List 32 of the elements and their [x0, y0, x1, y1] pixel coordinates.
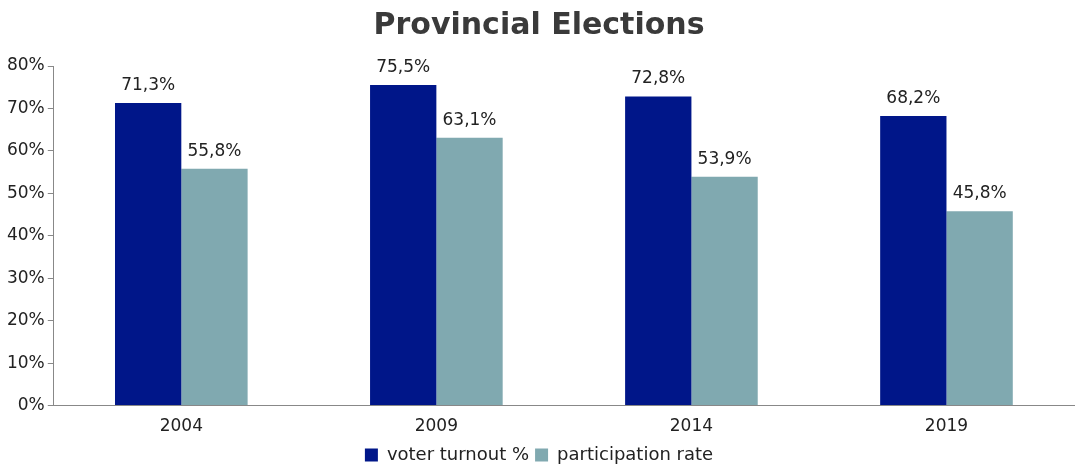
legend-label: participation rate	[557, 442, 714, 464]
y-tick-label: 60%	[6, 139, 45, 160]
data-label: 72,8%	[631, 67, 686, 88]
bar	[625, 96, 692, 406]
bar	[436, 137, 503, 406]
data-label: 71,3%	[121, 73, 176, 94]
bar	[181, 168, 248, 406]
y-tick-label: 80%	[6, 54, 45, 75]
data-label: 45,8%	[952, 182, 1007, 203]
data-label: 63,1%	[442, 108, 497, 129]
y-tick-label: 20%	[6, 309, 45, 330]
y-tick-label: 0%	[17, 394, 45, 415]
x-tick-label: 2014	[669, 415, 714, 436]
y-tick-label: 70%	[6, 96, 45, 117]
x-tick-label: 2009	[414, 415, 458, 436]
y-tick-label: 40%	[6, 224, 45, 245]
data-label: 55,8%	[187, 139, 242, 160]
x-tick-label: 2019	[924, 415, 969, 436]
bar	[946, 211, 1013, 406]
data-label: 68,2%	[886, 87, 941, 108]
bar	[880, 116, 947, 406]
bar	[115, 102, 182, 406]
bar	[691, 176, 758, 406]
legend-label: voter turnout %	[386, 442, 530, 464]
bar	[370, 85, 437, 406]
y-tick-label: 30%	[6, 266, 45, 287]
x-tick-label: 2004	[159, 415, 203, 436]
y-tick-label: 10%	[6, 351, 45, 372]
chart-title: Provincial Elections	[373, 5, 705, 41]
data-label: 53,9%	[697, 147, 752, 168]
y-tick-label: 50%	[6, 181, 45, 202]
data-label: 75,5%	[376, 56, 431, 77]
